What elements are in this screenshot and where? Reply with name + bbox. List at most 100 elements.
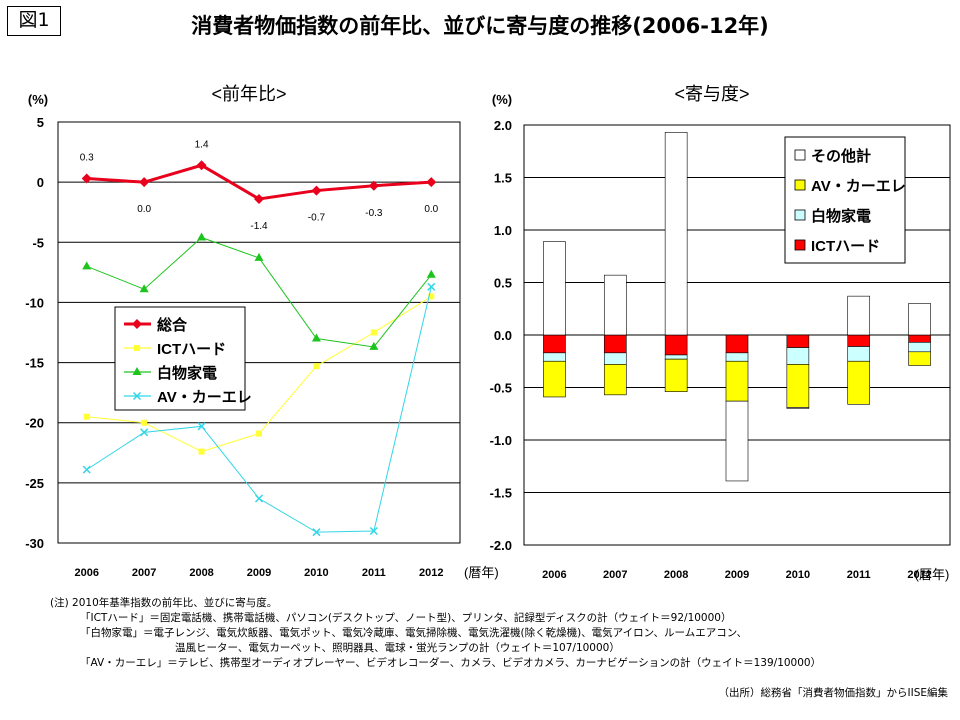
- line-series-2-point: [313, 363, 320, 370]
- bar-segment-1: [847, 334, 871, 347]
- legend-label: AV・カーエレ: [811, 178, 906, 195]
- line-series-3-point: [369, 341, 379, 350]
- legend-label: 白物家電: [157, 364, 217, 382]
- notes: (注) 2010年基準指数の前年比、並びに寄与度。 「ICTハード」＝固定電話機…: [50, 596, 821, 671]
- line-series-3-point: [311, 333, 321, 342]
- line-chart-ytick-label: -30: [25, 536, 44, 551]
- legend-marker: [132, 367, 142, 375]
- chart-canvas: <前年比> (%) 5 0 -5 -10 -15 -20 -25 -30 2006 2007 2008 2…: [25, 84, 951, 582]
- line-series-1-point: [426, 177, 437, 188]
- bar-segment-1: [664, 334, 688, 356]
- line-chart-ytick-label: 5: [37, 115, 44, 130]
- line-data-label: -1.4: [250, 221, 268, 232]
- line-series-3-point: [139, 284, 149, 293]
- bar-chart-xtick-label: 2011: [847, 569, 871, 581]
- legend-label: 白物家電: [811, 207, 871, 225]
- bar-chart-xtick-label: 2006: [542, 569, 566, 581]
- bar-chart-ytick-label: 2.0: [494, 118, 512, 133]
- line-series-4-point: [312, 528, 321, 537]
- legend-color-swatch: [794, 209, 806, 221]
- bar-segment-2: [908, 342, 931, 353]
- line-series-1-point: [81, 173, 92, 184]
- line-series-1-point: [196, 160, 207, 171]
- legend-marker: [132, 319, 142, 329]
- line-series-1-point: [139, 177, 150, 188]
- legend-label: ICTハード: [157, 341, 226, 358]
- line-chart-xtick-label: 2009: [247, 567, 271, 579]
- bar-segment-3: [543, 360, 566, 398]
- bar-segment-1: [603, 334, 627, 354]
- bar-chart-xtick-label: 2012: [907, 569, 931, 581]
- note-line: 「ICTハード」＝固定電話機、携帯電話機、パソコン(デスクトップ、ノート型)、プ…: [80, 612, 732, 624]
- line-series-2-point: [428, 293, 435, 300]
- bar-chart-ytick-label: -1.0: [490, 433, 512, 448]
- note-line: 「AV・カーエレ」＝テレビ、携帯型オーディオプレーヤー、ビデオレコーダー、カメラ…: [80, 657, 822, 669]
- line-chart-subtitle: <前年比>: [211, 84, 286, 104]
- bar-segment-2: [664, 354, 688, 360]
- line-chart-xtick-label: 2006: [74, 567, 98, 579]
- bar-chart-xtick-label: 2009: [725, 569, 749, 581]
- bar-segment-3: [725, 360, 749, 402]
- bar-chart-xlabel: (暦年): [915, 567, 950, 582]
- figure-label: 図1: [7, 6, 61, 36]
- line-chart-ylabel: (%): [28, 92, 48, 107]
- line-data-label: 0.0: [137, 204, 151, 215]
- bar-segment-2: [543, 352, 566, 362]
- line-chart-xtick-label: 2012: [419, 567, 443, 579]
- line-series-4-point: [427, 282, 436, 291]
- bar-chart-ytick-label: -0.5: [490, 381, 512, 396]
- bar-segment-1: [725, 334, 749, 354]
- bar-segment-1: [908, 334, 931, 343]
- line-chart-ytick-label: -10: [25, 295, 44, 310]
- source-note: （出所）総務省「消費者物価指数」からIISE編集: [718, 687, 949, 699]
- line-series-2-point: [370, 329, 377, 336]
- bar-segment-4: [543, 241, 566, 336]
- bar-chart-xtick-label: 2010: [786, 569, 810, 581]
- line-series-1-point: [254, 193, 264, 204]
- line-series-4-point: [197, 422, 206, 431]
- line-series-1-point: [311, 185, 322, 196]
- legend-label: AV・カーエレ: [157, 389, 252, 406]
- line-series-3-point: [197, 232, 207, 241]
- line-chart-xlabel: (暦年): [464, 565, 499, 580]
- line-chart-xtick-label: 2008: [189, 567, 213, 579]
- line-series-3-point: [82, 261, 92, 270]
- bar-segment-3: [847, 360, 871, 405]
- bar-segment-2: [725, 352, 749, 362]
- bar-segment-2: [786, 347, 810, 365]
- legend-marker: [132, 391, 142, 401]
- note-line: (注) 2010年基準指数の前年比、並びに寄与度。: [50, 597, 278, 609]
- bar-chart-subtitle: <寄与度>: [674, 84, 749, 104]
- line-chart-plot-area: [57, 121, 461, 544]
- line-series-4-point: [369, 526, 378, 536]
- bar-segment-2: [847, 346, 871, 362]
- line-chart-xtick-label: 2011: [362, 567, 386, 579]
- line-chart-ytick-label: -20: [25, 416, 44, 431]
- line-chart-ytick-label: -15: [25, 356, 44, 371]
- legend-color-swatch: [794, 179, 806, 191]
- note-line: 温風ヒーター、電気カーペット、照明器具、電球・蛍光ランプの計（ウェイト＝107/…: [175, 642, 620, 654]
- line-series-4-point: [254, 494, 264, 503]
- bar-chart-ylabel: (%): [492, 92, 512, 107]
- bar-segment-4: [908, 303, 931, 336]
- page-title: 消費者物価指数の前年比、並びに寄与度の推移(2006-12年): [191, 14, 769, 38]
- bar-chart-xtick-label: 2008: [664, 569, 688, 581]
- bar-segment-1: [786, 334, 810, 348]
- line-chart-ytick-label: -25: [25, 476, 44, 491]
- line-chart-xtick-label: 2010: [304, 567, 328, 579]
- bar-segment-4: [786, 407, 810, 409]
- bar-chart-plot-area: [523, 124, 951, 546]
- bar-segment-1: [543, 334, 566, 354]
- line-series-2-point: [141, 419, 148, 426]
- bar-chart-ytick-label: -2.0: [490, 538, 512, 553]
- bar-segment-4: [725, 400, 749, 482]
- line-data-label: 0.3: [80, 153, 94, 164]
- line-chart-ytick-label: -5: [32, 235, 44, 250]
- legend-color-swatch: [794, 239, 806, 251]
- line-data-label: 1.4: [195, 139, 209, 150]
- bar-segment-3: [603, 364, 627, 396]
- line-chart-ytick-label: 0: [37, 175, 44, 190]
- bar-chart-ytick-label: 0.5: [494, 276, 512, 291]
- line-series-2-point: [83, 413, 90, 420]
- legend-label: その他計: [811, 147, 871, 165]
